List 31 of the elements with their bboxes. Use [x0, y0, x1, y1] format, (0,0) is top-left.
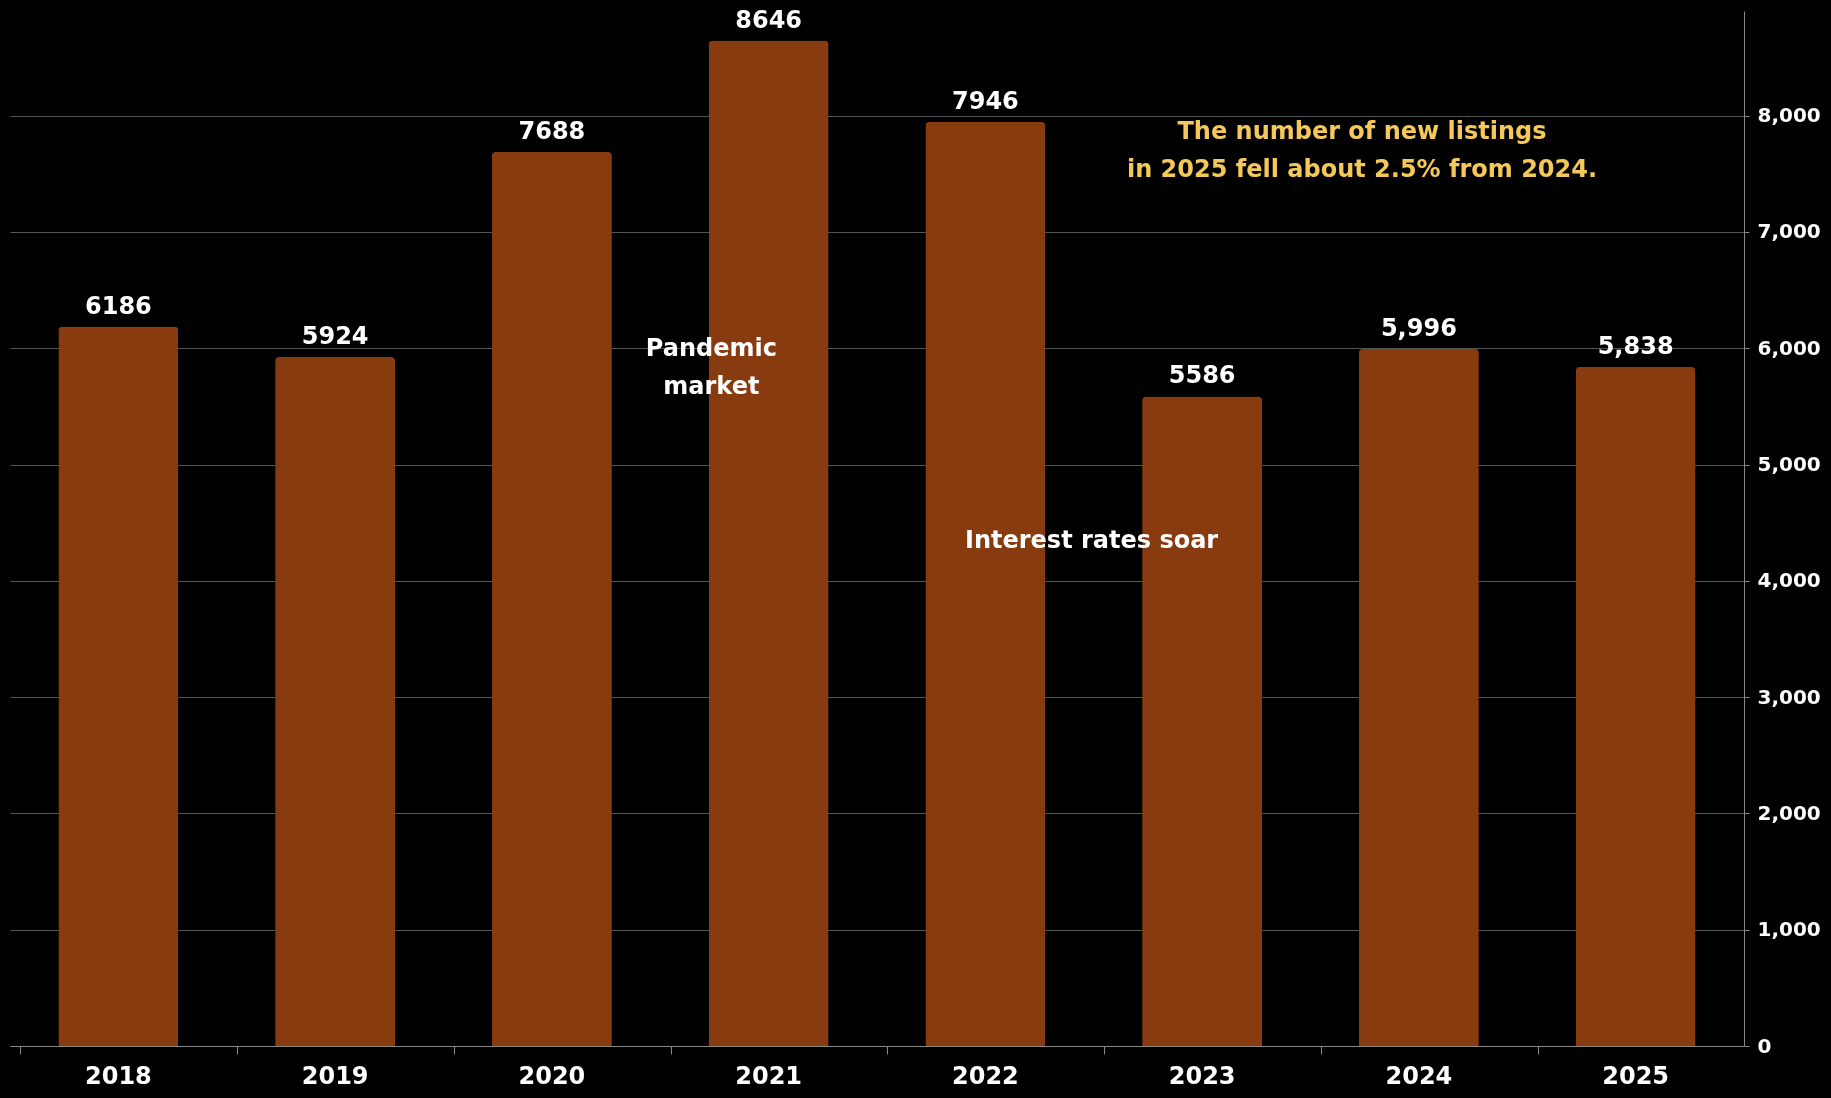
x-tick-label: 2021 [735, 1061, 803, 1090]
data-label: 7688 [518, 116, 586, 145]
x-tick-label: 2025 [1602, 1061, 1670, 1090]
data-label: 6186 [84, 291, 152, 320]
y-tick-label: 8,000 [1757, 103, 1821, 128]
x-tick-label: 2020 [518, 1061, 586, 1090]
x-tick-label: 2023 [1168, 1061, 1236, 1090]
y-tick-label: 5,000 [1757, 452, 1821, 477]
data-label: 8646 [735, 5, 803, 34]
y-tick-label: 1,000 [1757, 917, 1821, 942]
x-tick-label: 2024 [1385, 1061, 1453, 1090]
bar [58, 326, 179, 1046]
y-tick-label: 6,000 [1757, 335, 1821, 360]
y-tick-label: 0 [1757, 1033, 1772, 1058]
x-tick-label: 2019 [301, 1061, 369, 1090]
bar [1575, 367, 1696, 1046]
data-label: 5,996 [1380, 313, 1457, 342]
bar [1358, 348, 1479, 1046]
data-label: 5,838 [1597, 332, 1674, 361]
annotation: The number of new listings in 2025 fell about 2.5% from 2024. [1126, 117, 1598, 184]
bar [275, 357, 396, 1046]
y-tick-label: 2,000 [1757, 800, 1821, 825]
data-label: 7946 [951, 86, 1019, 115]
y-tick-label: 7,000 [1757, 219, 1821, 244]
y-tick-label: 3,000 [1757, 684, 1821, 709]
x-tick-label: 2022 [951, 1061, 1019, 1090]
bar [491, 151, 612, 1046]
y-tick-label: 4,000 [1757, 568, 1821, 593]
x-tick-label: 2018 [84, 1061, 152, 1090]
data-label: 5924 [301, 322, 369, 351]
data-label: 5586 [1168, 361, 1236, 390]
